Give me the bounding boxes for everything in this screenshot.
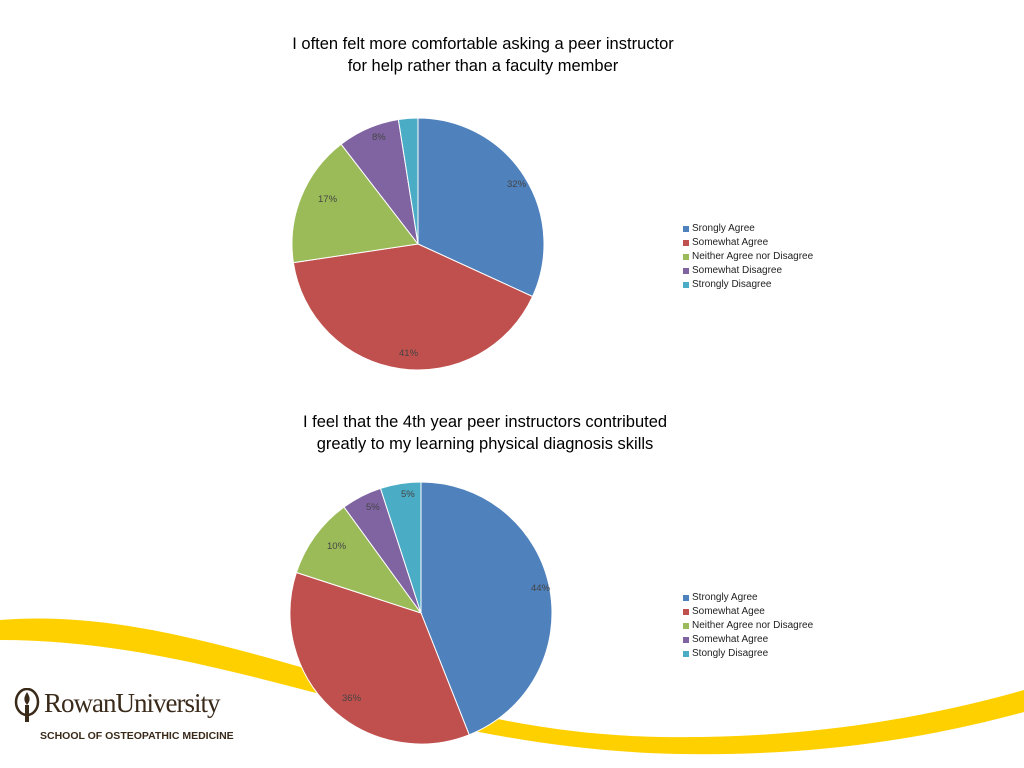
university-name: RowanUniversity <box>44 688 220 718</box>
torch-icon <box>14 688 40 722</box>
chart-2-legend-swatch-2 <box>683 609 689 615</box>
chart-2-slice-1 <box>420 481 553 736</box>
chart-2-slice-2 <box>289 571 470 745</box>
chart-2-legend-swatch-1 <box>683 595 689 601</box>
chart-1-legend-item-1: Srongly Agree <box>683 222 813 236</box>
chart-2-legend-item-3: Neither Agree nor Disagree <box>683 619 813 633</box>
chart-2-legend-swatch-3 <box>683 623 689 629</box>
chart-2-data-label-5: 5% <box>401 489 415 500</box>
chart-1-legend-item-3: Neither Agree nor Disagree <box>683 250 813 264</box>
chart-2-legend: Strongly Agree Somewhat Agee Neither Agree… <box>683 591 813 661</box>
chart-1-legend-item-4: Somewhat Disagree <box>683 264 813 278</box>
chart-2-title-line-2: greatly to my learning physical diagnosi… <box>316 435 654 453</box>
chart-1-legend-swatch-2 <box>683 240 689 246</box>
chart-1-title-line-1: I often felt more comfortable asking a p… <box>292 35 674 53</box>
chart-1-title: I often felt more comfortable asking a p… <box>233 33 733 77</box>
chart-1-legend-label-1: Srongly Agree <box>692 223 755 234</box>
chart-1-slice-5 <box>397 117 419 245</box>
chart-1-legend-swatch-1 <box>683 226 689 232</box>
chart-2-legend-label-4: Somewhat Agree <box>692 634 769 645</box>
chart-2-legend-item-5: Stongly Disagree <box>683 647 813 661</box>
chart-2-data-label-2: 36% <box>342 693 362 704</box>
chart-2-title-line-1: I feel that the 4th year peer instructor… <box>302 413 668 431</box>
chart-2-data-label-3: 10% <box>327 541 347 552</box>
chart-2-data-label-1: 44% <box>531 583 551 594</box>
chart-1-title-line-2: for help rather than a faculty member <box>347 57 619 75</box>
chart-1-data-label-4: 8% <box>372 132 386 143</box>
chart-2-legend-label-2: Somewhat Agee <box>692 606 765 617</box>
chart-1-legend-swatch-4 <box>683 268 689 274</box>
chart-2-legend-item-2: Somewhat Agee <box>683 605 813 619</box>
school-name: SCHOOL OF OSTEOPATHIC MEDICINE <box>40 730 234 742</box>
chart-2-legend-label-5: Stongly Disagree <box>692 648 769 659</box>
chart-1-legend-label-4: Somewhat Disagree <box>692 265 783 276</box>
chart-2-legend-item-1: Strongly Agree <box>683 591 813 605</box>
chart-2-legend-label-3: Neither Agree nor Disagree <box>692 620 814 631</box>
chart-2-legend-item-4: Somewhat Agree <box>683 633 813 647</box>
chart-1-slice-3 <box>291 143 419 264</box>
chart-1-slice-2 <box>292 243 534 371</box>
chart-2-slice-5 <box>379 481 422 614</box>
chart-2-legend-label-1: Strongly Agree <box>692 592 758 603</box>
chart-1-legend-label-2: Somewhat Agree <box>692 237 769 248</box>
chart-1-data-label-3: 17% <box>318 194 338 205</box>
chart-2-legend-swatch-5 <box>683 651 689 657</box>
chart-1-legend-label-3: Neither Agree nor Disagree <box>692 251 814 262</box>
chart-1-slice-1 <box>417 117 545 298</box>
chart-2-data-label-4: 5% <box>366 502 380 513</box>
chart-2-legend-swatch-4 <box>683 637 689 643</box>
chart-1-legend: Srongly Agree Somewhat Agree Neither Agree… <box>683 222 813 292</box>
chart-2-title: I feel that the 4th year peer instructor… <box>235 411 735 455</box>
chart-1-legend-label-5: Strongly Disagree <box>692 279 772 290</box>
chart-1-legend-item-5: Strongly Disagree <box>683 278 813 292</box>
chart-1-legend-item-2: Somewhat Agree <box>683 236 813 250</box>
chart-1-data-label-1: 32% <box>507 179 527 190</box>
chart-2-slice-3 <box>295 506 423 614</box>
chart-1-legend-swatch-5 <box>683 282 689 288</box>
chart-1-legend-swatch-3 <box>683 254 689 260</box>
chart-1-data-label-2: 41% <box>399 348 419 359</box>
